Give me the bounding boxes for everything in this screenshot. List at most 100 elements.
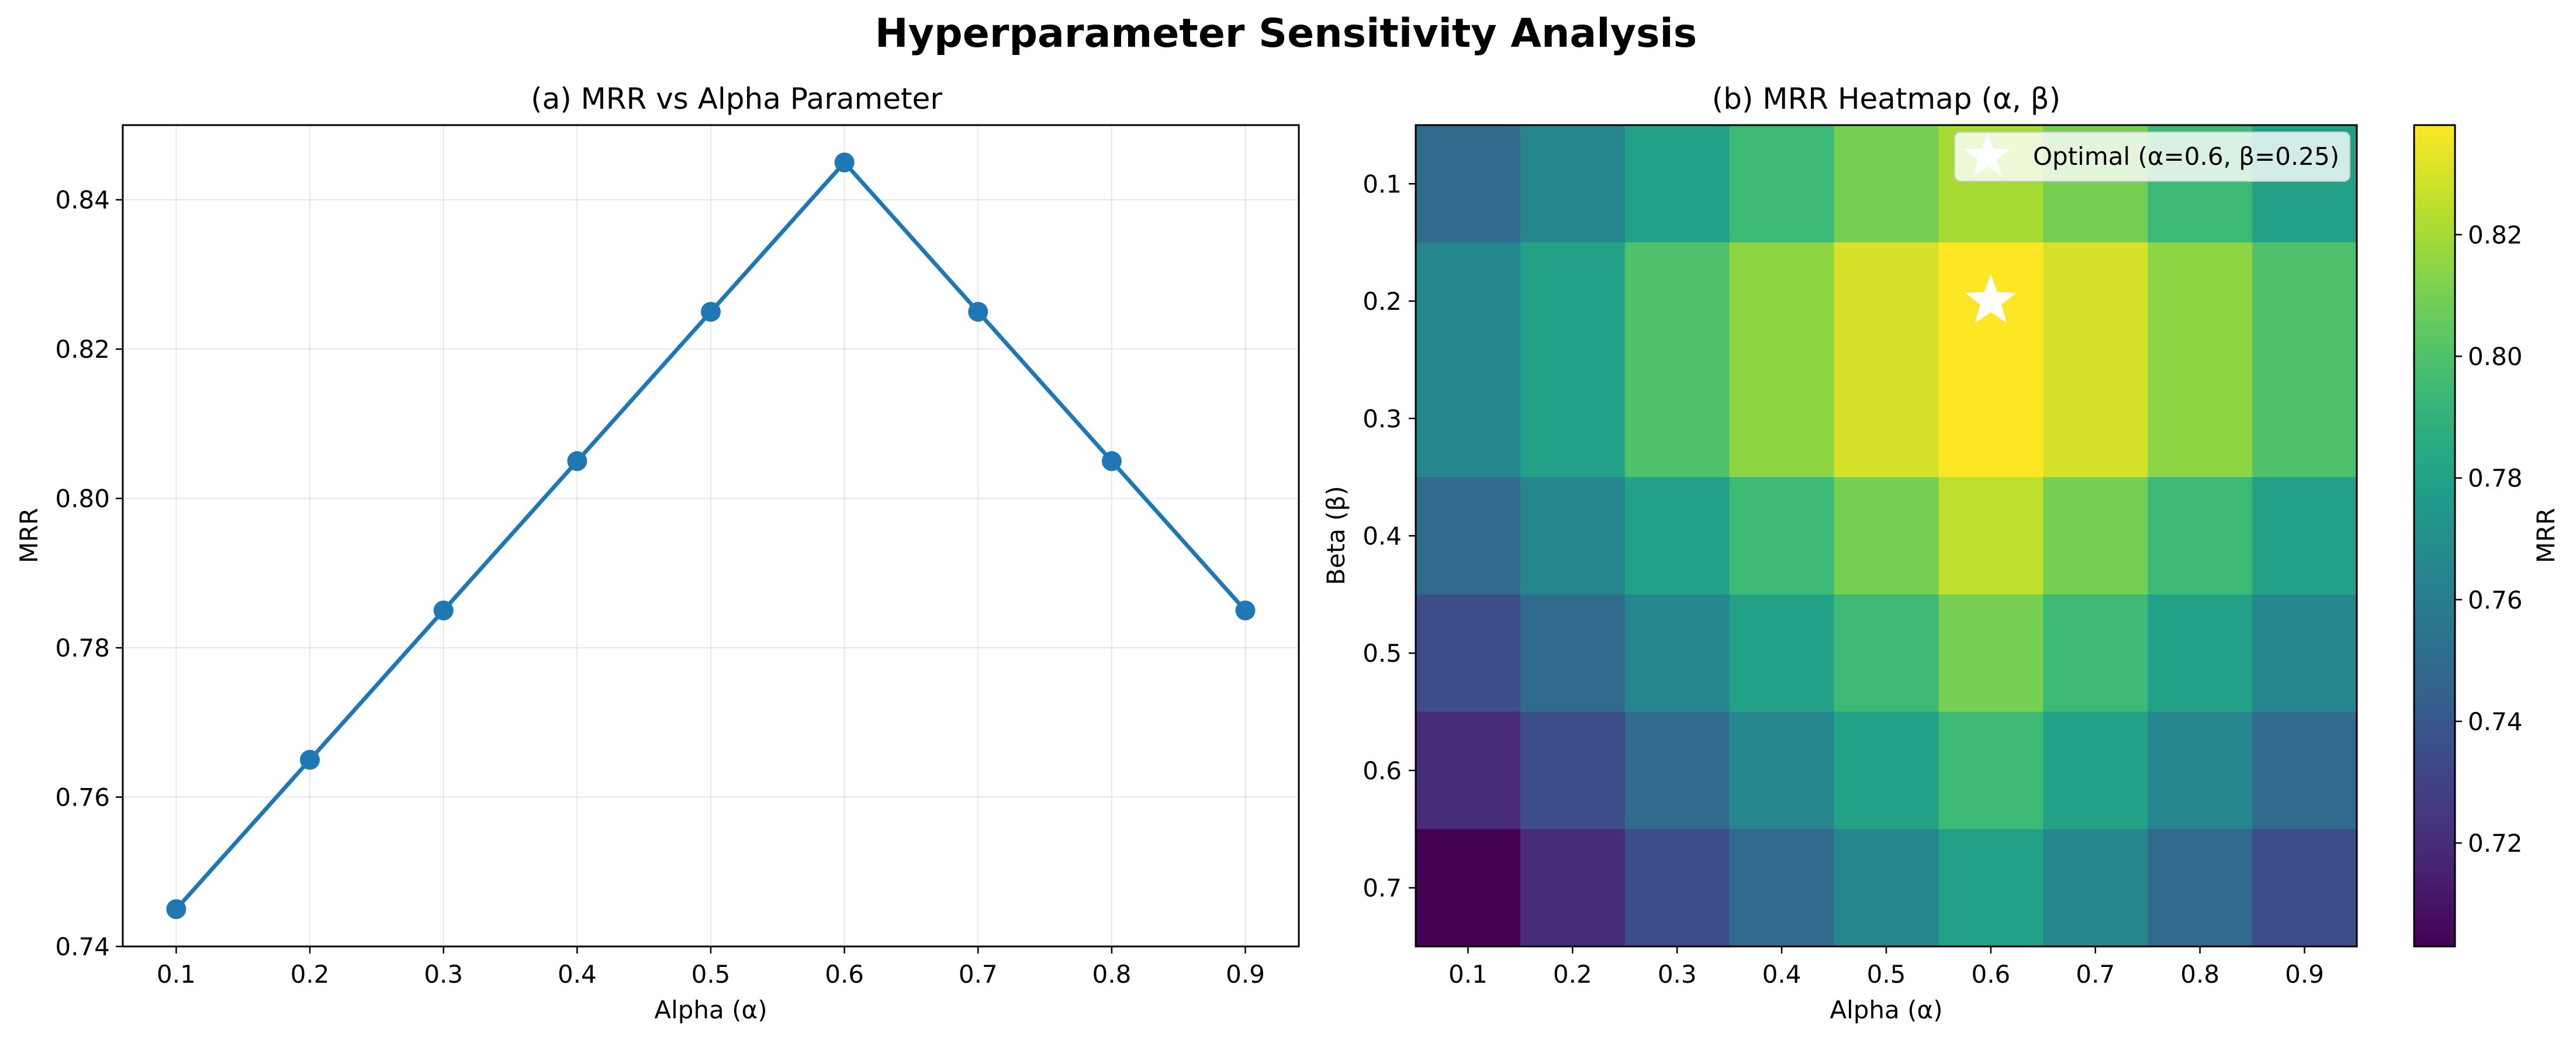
heatmap-cell-4-6 (2043, 711, 2148, 830)
heatmap-cell-0-4 (1834, 125, 1939, 243)
heatmap-cell-4-8 (2252, 711, 2357, 830)
heatmap-cell-2-3 (1729, 477, 1835, 595)
heatmap-cell-1-6 (2043, 242, 2148, 478)
line-chart-x-tick-label-5: 0.6 (825, 960, 864, 989)
heatmap-cell-0-1 (1520, 125, 1626, 243)
line-chart-series (166, 152, 1256, 920)
line-chart-x-ticks: 0.1 0.2 0.3 0.4 0.5 0.6 0.7 0.8 0.9 (157, 946, 1265, 989)
heatmap-cell-1-0 (1416, 242, 1521, 478)
legend-star-icon (1964, 132, 2011, 177)
heatmap-x-axis-label: Alpha (α) (1830, 996, 1942, 1024)
heatmap-cell-2-2 (1624, 477, 1730, 595)
line-chart-x-tick-label-4: 0.5 (691, 960, 731, 989)
line-point-1 (300, 749, 320, 770)
heatmap-y-tick-label-2: 0.3 (1363, 405, 1402, 433)
colorbar: 0.72 0.74 0.76 0.78 0.80 0.82 MRR (2413, 124, 2560, 948)
heatmap-cell-2-4 (1834, 477, 1939, 595)
line-chart-title: (a) MRR vs Alpha Parameter (531, 82, 942, 116)
heatmap-y-tick-label-0: 0.1 (1363, 170, 1402, 198)
line-point-6 (968, 302, 988, 322)
heatmap-legend: Optimal (α=0.6, β=0.25) (1954, 132, 2350, 182)
heatmap-y-axis-label: Beta (β) (1322, 486, 1350, 585)
optimal-star (1965, 274, 2017, 323)
line-chart-y-axis-label: MRR (15, 508, 43, 564)
heatmap-y-tick-label-4: 0.5 (1363, 639, 1402, 668)
heatmap-y-tick-label-3: 0.4 (1363, 522, 1402, 551)
line-point-3 (567, 451, 587, 471)
line-chart-y-tick-label-5: 0.84 (55, 186, 110, 215)
colorbar-ticks: 0.72 0.74 0.76 0.78 0.80 0.82 (2455, 220, 2523, 858)
heatmap-cell-1-7 (2148, 242, 2253, 478)
heatmap-x-tick-label-2: 0.3 (1658, 960, 1697, 989)
line-chart-x-tick-label-0: 0.1 (157, 960, 196, 989)
heatmap-y-ticks: 0.1 0.2 0.3 0.4 0.5 0.6 0.7 (1363, 170, 1416, 903)
line-chart-x-tick-label-7: 0.8 (1092, 960, 1132, 989)
heatmap-cell-5-1 (1520, 829, 1626, 947)
line-point-8 (1235, 600, 1256, 621)
heatmap-cell-3-0 (1416, 594, 1521, 713)
line-point-5 (834, 152, 855, 172)
colorbar-tick-label-4: 0.80 (2468, 342, 2523, 371)
heatmap-cell-1-2 (1624, 242, 1730, 478)
heatmap-x-tick-label-5: 0.6 (1971, 960, 2010, 989)
heatmap-x-tick-label-3: 0.4 (1762, 960, 1802, 989)
heatmap-cell-3-3 (1729, 594, 1835, 713)
colorbar-tick-label-0: 0.72 (2468, 829, 2523, 858)
heatmap-cell-4-4 (1834, 711, 1939, 830)
optimal-star-marker (1965, 274, 2017, 323)
legend-box (1954, 132, 2350, 182)
legend-star (1964, 132, 2011, 177)
heatmap-cell-1-4 (1834, 242, 1939, 478)
heatmap-cell-5-4 (1834, 829, 1939, 947)
line-chart-y-tick-label-4: 0.82 (55, 335, 110, 364)
heatmap-cell-2-5 (1938, 477, 2043, 595)
colorbar-tick-label-2: 0.76 (2468, 586, 2523, 614)
heatmap-x-ticks: 0.1 0.2 0.3 0.4 0.5 0.6 0.7 0.8 0.9 (1448, 946, 2324, 989)
heatmap-x-tick-label-1: 0.2 (1553, 960, 1592, 989)
line-chart-y-tick-label-2: 0.78 (55, 634, 110, 662)
heatmap-cell-4-1 (1520, 711, 1626, 830)
line-chart-x-axis-label: Alpha (α) (654, 996, 767, 1024)
heatmap-cell-2-0 (1416, 477, 1521, 595)
heatmap-y-tick-label-6: 0.7 (1363, 874, 1402, 903)
heatmap-cell-3-4 (1834, 594, 1939, 713)
figure-title: Hyperparameter Sensitivity Analysis (875, 11, 1697, 57)
line-chart-panel: (a) MRR vs Alpha Parameter 0.1 0.2 0.3 0.4 0… (15, 82, 1300, 1024)
line-chart-y-ticks: 0.74 0.76 0.78 0.80 0.82 0.84 (55, 186, 123, 961)
line-chart-x-tick-label-2: 0.3 (424, 960, 463, 989)
legend-entry-optimal: Optimal (α=0.6, β=0.25) (2033, 142, 2339, 171)
heatmap-cell-5-5 (1938, 829, 2043, 947)
heatmap-cell-2-7 (2148, 477, 2253, 595)
heatmap-cell-1-3 (1729, 242, 1835, 478)
line-point-4 (701, 302, 721, 322)
colorbar-tick-label-1: 0.74 (2468, 707, 2523, 736)
heatmap-cell-3-1 (1520, 594, 1626, 713)
heatmap-cell-4-7 (2148, 711, 2253, 830)
heatmap-cell-3-5 (1938, 594, 2043, 713)
heatmap-x-tick-label-0: 0.1 (1448, 960, 1488, 989)
heatmap-x-tick-label-7: 0.8 (2180, 960, 2219, 989)
line-chart-grid (123, 125, 1299, 947)
line-point-7 (1101, 451, 1122, 471)
heatmap-x-tick-label-8: 0.9 (2285, 960, 2324, 989)
line-point-2 (433, 600, 454, 621)
heatmap-cell-2-8 (2252, 477, 2357, 595)
heatmap-y-tick-label-5: 0.6 (1363, 756, 1402, 785)
heatmap-cell-0-3 (1729, 125, 1835, 243)
heatmap-cell-4-3 (1729, 711, 1835, 830)
heatmap-cell-3-8 (2252, 594, 2357, 713)
heatmap-cells (1416, 125, 2357, 947)
heatmap-x-tick-label-6: 0.7 (2076, 960, 2115, 989)
line-point-0 (166, 899, 186, 920)
line-chart-y-tick-label-0: 0.74 (55, 932, 110, 961)
heatmap-cell-5-3 (1729, 829, 1835, 947)
heatmap-cell-3-7 (2148, 594, 2253, 713)
colorbar-gradient (2414, 125, 2455, 946)
heatmap-cell-0-0 (1416, 125, 1521, 243)
heatmap-cell-1-1 (1520, 242, 1626, 478)
heatmap-panel: (b) MRR Heatmap (α, β) 0.1 0.2 0.3 0.4 0.5 0.… (1322, 82, 2560, 1024)
colorbar-tick-label-5: 0.82 (2468, 220, 2523, 249)
colorbar-tick-label-3: 0.78 (2468, 464, 2523, 493)
heatmap-cell-5-6 (2043, 829, 2148, 947)
